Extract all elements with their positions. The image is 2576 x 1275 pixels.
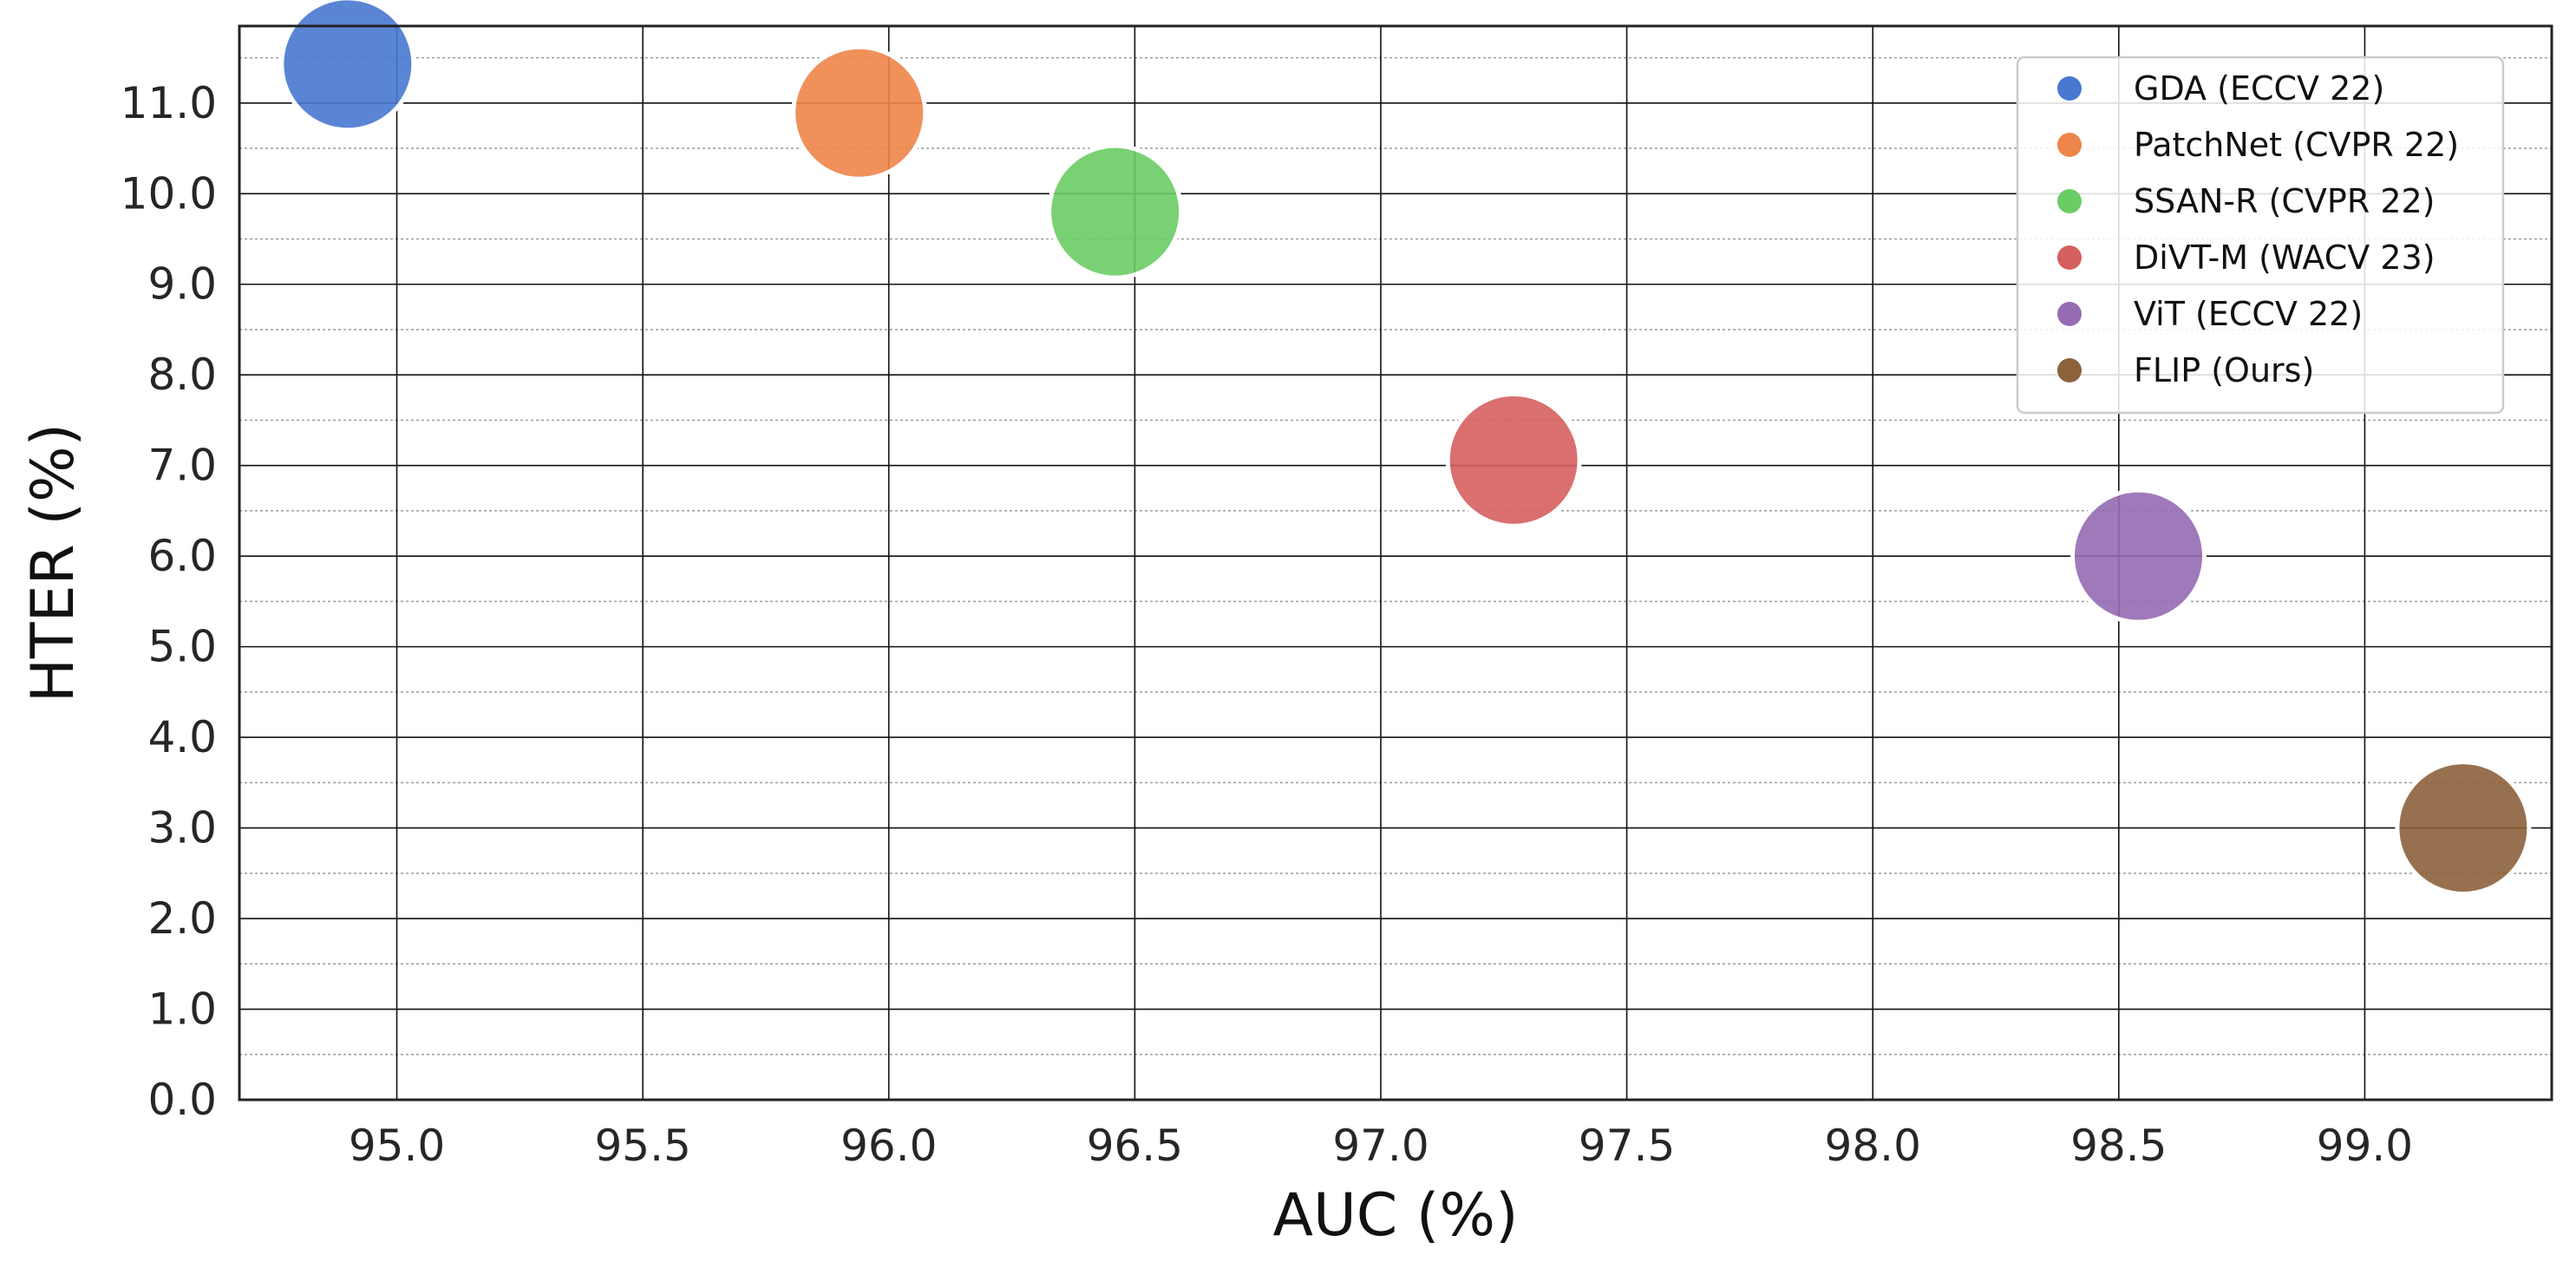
legend-label: DiVT-M (WACV 23) (2134, 239, 2435, 277)
data-point (2070, 487, 2207, 624)
data-points (279, 0, 2532, 897)
legend-box (2016, 56, 2505, 415)
y-tick-label: 9.0 (147, 259, 217, 310)
legend: GDA (ECCV 22) PatchNet (CVPR 22) SSAN-R (C… (2016, 56, 2505, 415)
legend-marker (2057, 245, 2082, 270)
x-tick-label: 97.5 (1579, 1121, 1675, 1171)
legend-marker (2057, 133, 2082, 157)
y-tick-label: 6.0 (147, 531, 217, 581)
y-tick-label: 5.0 (147, 622, 217, 672)
x-tick-label: 99.0 (2317, 1121, 2413, 1171)
x-tick-label: 95.5 (594, 1121, 690, 1171)
y-axis-title: HTER (%) (19, 423, 88, 703)
legend-marker (2057, 358, 2082, 382)
legend-marker (2057, 302, 2082, 326)
x-tick-label: 97.0 (1332, 1121, 1429, 1171)
legend-label: PatchNet (CVPR 22) (2134, 126, 2459, 164)
x-axis-title: AUC (%) (1272, 1181, 1518, 1250)
y-tick-label: 7.0 (147, 441, 217, 491)
y-tick-label: 4.0 (147, 712, 217, 762)
x-tick-label: 98.0 (1825, 1121, 1921, 1171)
x-tick-label: 96.5 (1087, 1121, 1183, 1171)
y-tick-label: 0.0 (147, 1075, 217, 1125)
data-point (1445, 391, 1582, 528)
y-tick-label: 10.0 (121, 168, 217, 219)
legend-label: GDA (ECCV 22) (2134, 69, 2384, 108)
x-tick-label: 96.0 (840, 1121, 937, 1171)
legend-label: ViT (ECCV 22) (2134, 295, 2363, 333)
data-point (791, 44, 928, 181)
y-tick-label: 8.0 (147, 350, 217, 400)
y-tick-label: 11.0 (121, 78, 217, 128)
plot-frame (238, 24, 2553, 1102)
y-tick-labels: 0.0 1.0 2.0 3.0 4.0 5.0 6.0 7.0 8.0 9.0 10.0 11.0 (121, 78, 217, 1125)
y-tick-label: 3.0 (147, 803, 217, 853)
legend-marker (2057, 189, 2082, 213)
data-point (279, 0, 416, 133)
legend-marker (2057, 76, 2082, 101)
legend-label: SSAN-R (CVPR 22) (2134, 182, 2435, 220)
x-tick-labels: 95.0 95.5 96.0 96.5 97.0 97.5 98.0 98.5 99.0 (349, 1121, 2413, 1171)
legend-label: FLIP (Ours) (2134, 351, 2314, 389)
y-tick-label: 2.0 (147, 893, 217, 944)
data-point (2395, 760, 2532, 897)
y-tick-label: 1.0 (147, 984, 217, 1035)
data-point (1047, 143, 1184, 280)
x-tick-label: 95.0 (349, 1121, 445, 1171)
x-tick-label: 98.5 (2070, 1121, 2167, 1171)
